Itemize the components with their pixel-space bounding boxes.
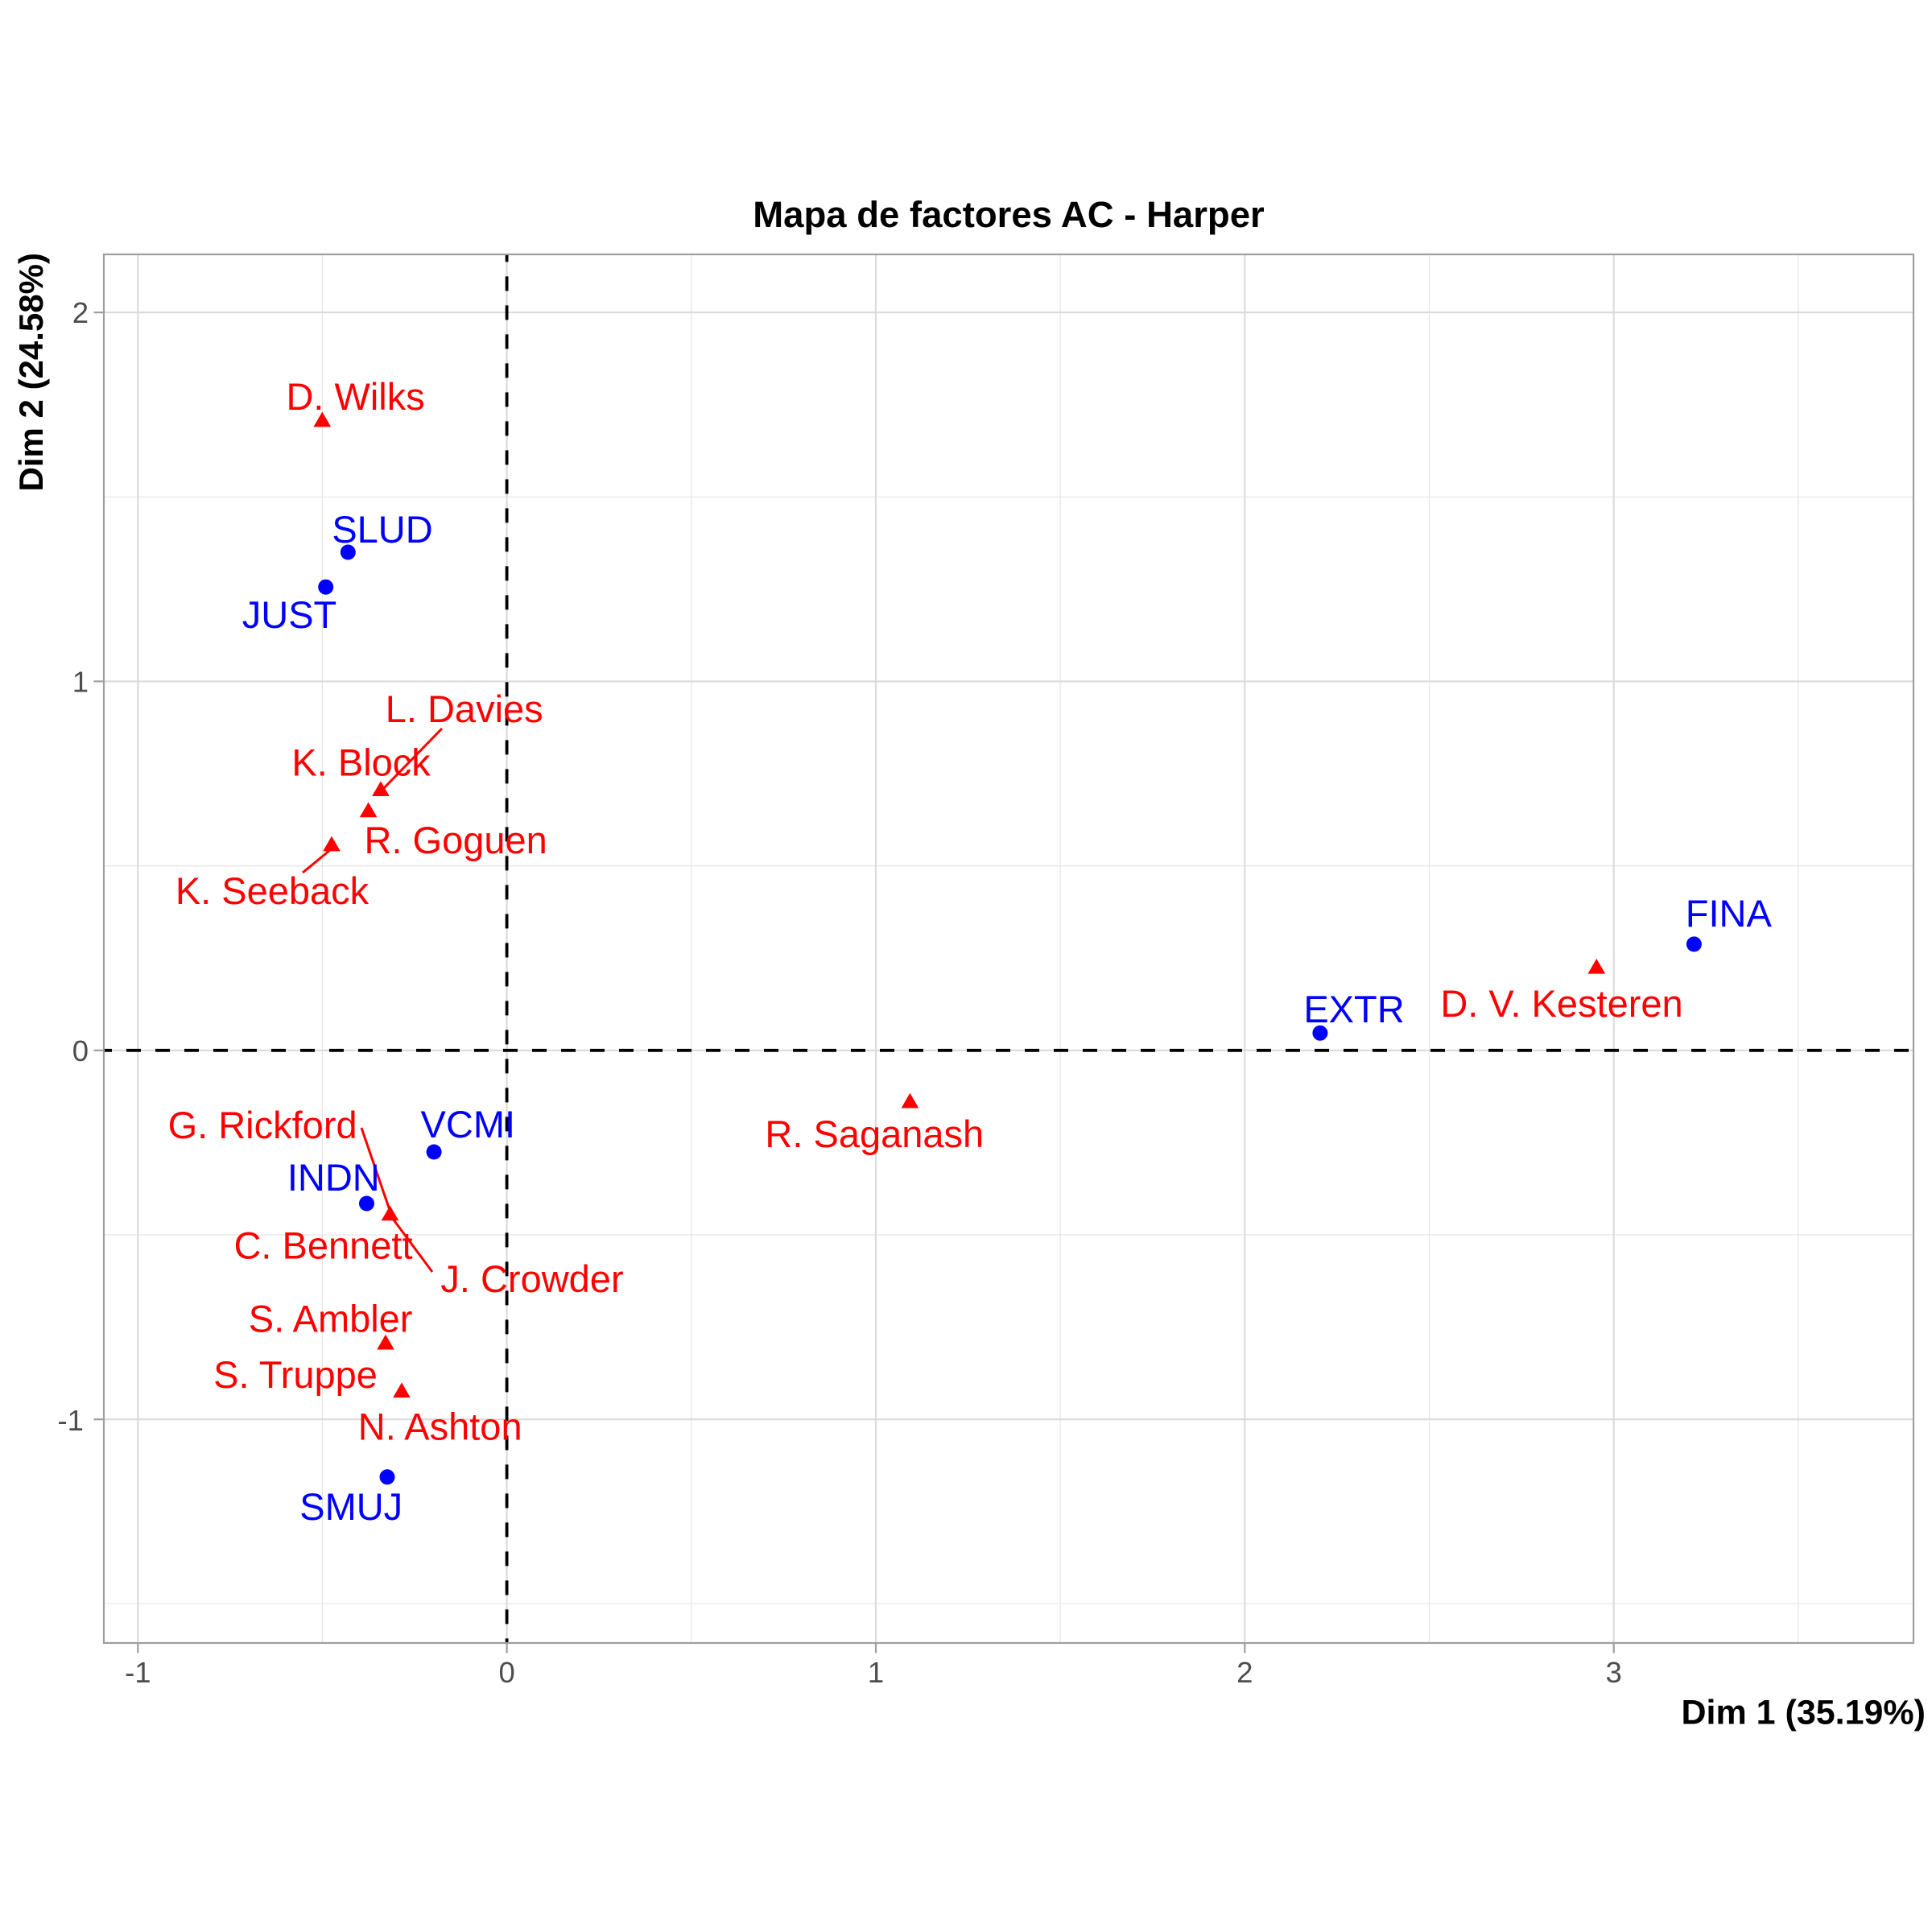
svg-text:0: 0 bbox=[498, 1656, 514, 1689]
svg-text:3: 3 bbox=[1606, 1656, 1622, 1689]
svg-text:D. Wilks: D. Wilks bbox=[286, 375, 424, 418]
svg-text:1: 1 bbox=[868, 1656, 884, 1689]
svg-text:VCMI: VCMI bbox=[421, 1103, 516, 1146]
svg-text:EXTR: EXTR bbox=[1303, 988, 1404, 1030]
svg-text:S. Ambler: S. Ambler bbox=[249, 1298, 413, 1340]
svg-text:G. Rickford: G. Rickford bbox=[168, 1104, 357, 1146]
svg-text:S. Truppe: S. Truppe bbox=[213, 1353, 378, 1396]
svg-text:INDN: INDN bbox=[287, 1156, 380, 1199]
svg-text:R. Goguen: R. Goguen bbox=[365, 819, 547, 861]
svg-text:JUST: JUST bbox=[242, 593, 337, 636]
svg-text:K. Seeback: K. Seeback bbox=[175, 869, 369, 912]
svg-text:-1: -1 bbox=[58, 1404, 84, 1437]
svg-text:Dim 1 (35.19%): Dim 1 (35.19%) bbox=[1681, 1694, 1926, 1732]
svg-text:L. Davies: L. Davies bbox=[386, 687, 543, 730]
svg-text:0: 0 bbox=[72, 1034, 89, 1067]
svg-text:D. V. Kesteren: D. V. Kesteren bbox=[1440, 982, 1682, 1025]
svg-text:R. Saganash: R. Saganash bbox=[765, 1113, 984, 1155]
svg-text:-1: -1 bbox=[125, 1656, 151, 1689]
svg-text:SMUJ: SMUJ bbox=[299, 1485, 402, 1528]
svg-text:2: 2 bbox=[72, 296, 89, 329]
svg-text:K. Block: K. Block bbox=[291, 741, 431, 783]
svg-text:Mapa de factores AC - Harper: Mapa de factores AC - Harper bbox=[753, 194, 1265, 235]
svg-text:J. Crowder: J. Crowder bbox=[440, 1257, 623, 1300]
svg-text:Dim 2 (24.58%): Dim 2 (24.58%) bbox=[12, 253, 50, 491]
svg-text:C. Bennett: C. Bennett bbox=[233, 1224, 412, 1267]
svg-text:1: 1 bbox=[72, 666, 89, 699]
svg-text:N. Ashton: N. Ashton bbox=[358, 1406, 522, 1448]
svg-text:SLUD: SLUD bbox=[332, 508, 432, 551]
svg-text:FINA: FINA bbox=[1686, 892, 1773, 935]
svg-text:2: 2 bbox=[1236, 1656, 1253, 1689]
